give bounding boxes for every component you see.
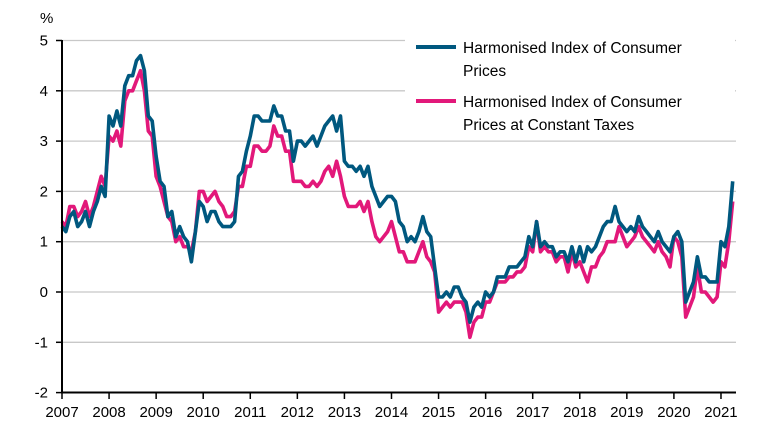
x-tick-label: 2021 <box>704 404 737 421</box>
x-tick-label: 2018 <box>563 404 596 421</box>
legend-label-hicp-ct-line2: Prices at Constant Taxes <box>463 117 634 134</box>
y-tick-label: 1 <box>40 234 48 251</box>
x-tick-label: 2020 <box>657 404 690 421</box>
x-tick-label: 2015 <box>422 404 455 421</box>
x-tick-label: 2011 <box>234 404 266 421</box>
legend: Harmonised Index of Consumer Prices Harm… <box>405 30 735 140</box>
x-tick-label: 2010 <box>187 404 220 421</box>
legend-label-hicp-line2: Prices <box>463 63 506 80</box>
y-tick-label: 4 <box>40 83 48 100</box>
y-tick-label: 5 <box>40 33 48 50</box>
y-tick-label: 3 <box>40 133 48 150</box>
y-axis-unit-label: % <box>40 10 53 27</box>
x-tick-label: 2019 <box>610 404 643 421</box>
x-tick-label: 2013 <box>328 404 361 421</box>
y-tick-label: 2 <box>40 183 48 200</box>
y-axis-ticks: -2 -1 0 1 2 3 4 5 <box>35 33 62 402</box>
x-tick-label: 2007 <box>45 404 78 421</box>
x-tick-label: 2012 <box>281 404 314 421</box>
legend-label-hicp-ct-line1: Harmonised Index of Consumer <box>463 94 682 111</box>
x-tick-label: 2008 <box>92 404 125 421</box>
x-tick-label: 2017 <box>516 404 549 421</box>
legend-label-hicp-line1: Harmonised Index of Consumer <box>463 40 682 57</box>
y-tick-label: -1 <box>35 334 48 351</box>
x-axis-ticks: 2007 2008 2009 2010 2011 2012 2013 2014 2015 2016… <box>45 392 738 421</box>
y-tick-label: 0 <box>40 284 48 301</box>
x-tick-label: 2014 <box>375 404 408 421</box>
legend-background <box>405 30 735 140</box>
series-lines <box>60 53 735 340</box>
y-tick-label: -2 <box>35 385 48 402</box>
series-line-hicp <box>60 53 735 324</box>
x-tick-label: 2016 <box>469 404 502 421</box>
x-tick-label: 2009 <box>139 404 172 421</box>
